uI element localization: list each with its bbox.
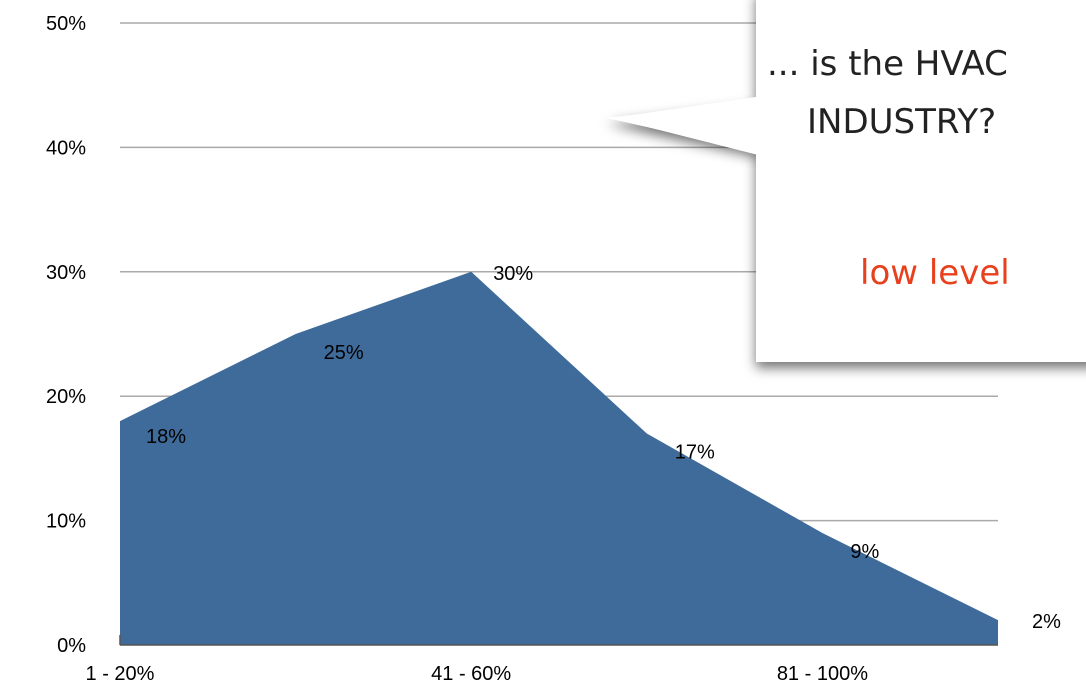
data-label: 18%: [146, 426, 186, 448]
area-series: [120, 271, 998, 645]
data-labels: 18% 25% 30% 17% 9% 2%: [146, 263, 1061, 633]
callout-box: [756, 0, 1086, 362]
area-fill: [120, 271, 998, 645]
speech-callout: ... is the HVAC INDUSTRY? low level: [607, 0, 1086, 362]
x-tick-labels: 1 - 20% 41 - 60% 81 - 100%: [86, 663, 869, 685]
callout-line-2: INDUSTRY?: [807, 102, 996, 142]
x-tick-label: 81 - 100%: [777, 663, 868, 685]
data-label: 17%: [675, 442, 715, 464]
data-label: 25%: [324, 342, 364, 364]
data-label: 2%: [1032, 611, 1061, 633]
data-label: 30%: [493, 263, 533, 285]
y-tick-label: 30%: [46, 262, 86, 284]
axes: [119, 635, 998, 646]
y-tick-labels: 0% 10% 20% 30% 40% 50%: [46, 13, 86, 657]
x-tick-label: 1 - 20%: [86, 663, 155, 685]
callout-tail-cover: [612, 96, 762, 156]
data-label: 9%: [850, 541, 879, 563]
y-tick-label: 10%: [46, 511, 86, 533]
x-tick-label: 41 - 60%: [431, 663, 511, 685]
y-tick-label: 40%: [46, 137, 86, 159]
callout-highlight: low level: [860, 253, 1010, 293]
y-tick-label: 50%: [46, 13, 86, 35]
y-tick-label: 0%: [57, 635, 86, 657]
y-tick-label: 20%: [46, 386, 86, 408]
callout-line-1: ... is the HVAC: [767, 44, 1008, 84]
